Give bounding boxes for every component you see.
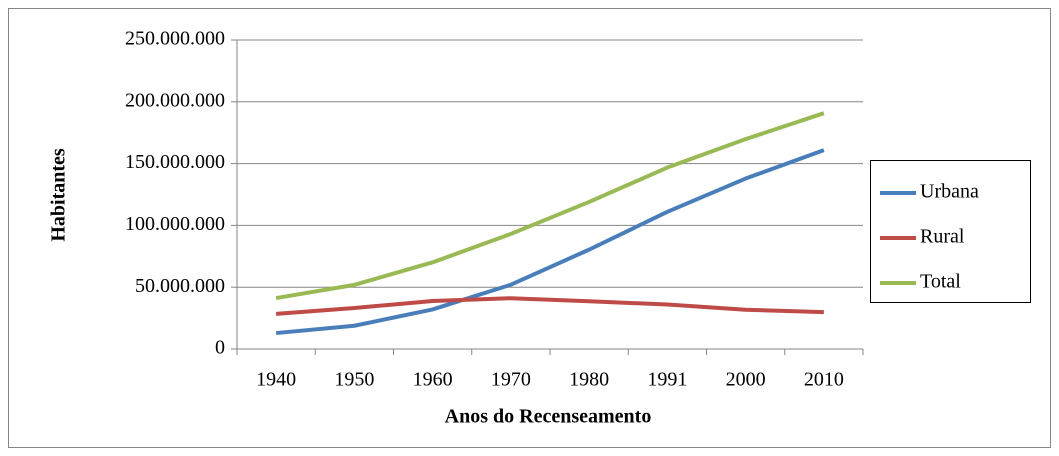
y-tick-label: 50.000.000: [135, 275, 225, 297]
y-tick-label: 150.000.000: [125, 151, 225, 173]
legend-label: Urbana: [920, 181, 979, 203]
series-line: [275, 111, 825, 301]
x-tick-label: 2010: [804, 369, 844, 391]
series-line: [275, 148, 825, 336]
x-tick-label: 1991: [647, 369, 687, 391]
y-tick-label: 200.000.000: [125, 89, 225, 111]
y-tick-label: 250.000.000: [125, 28, 225, 50]
x-tick-label: 1940: [256, 369, 296, 391]
x-tick-label: 1970: [491, 369, 531, 391]
y-tick-label: 100.000.000: [125, 213, 225, 235]
x-tick-label: 2000: [726, 369, 766, 391]
y-tick-label: 0: [215, 337, 225, 359]
legend-box: [870, 160, 1031, 303]
legend-label: Total: [920, 271, 961, 293]
y-axis-label: Habitantes: [48, 148, 70, 242]
x-tick-label: 1980: [569, 369, 609, 391]
legend-label: Rural: [920, 226, 965, 248]
x-axis-label: Anos do Recenseamento: [445, 406, 652, 428]
series-line: [275, 296, 824, 316]
x-tick-label: 1950: [334, 369, 374, 391]
x-tick-label: 1960: [413, 369, 453, 391]
